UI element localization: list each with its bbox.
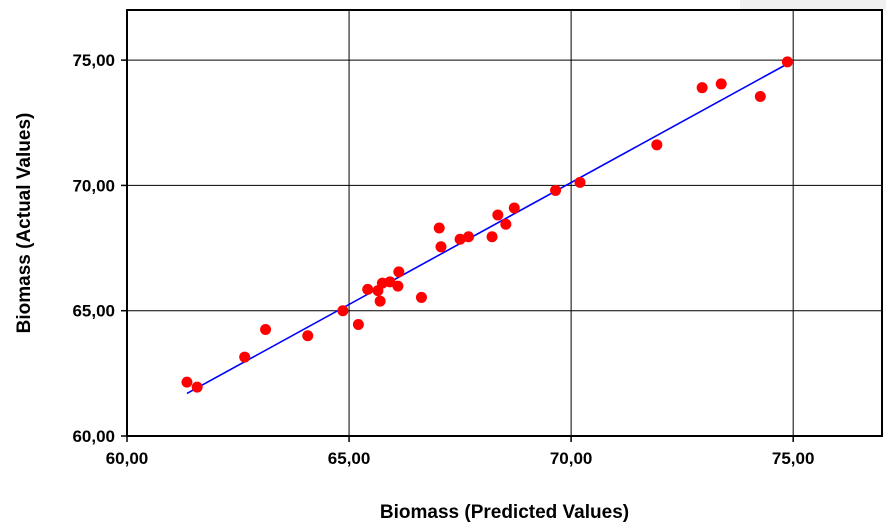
data-point (239, 351, 251, 363)
data-point (463, 231, 475, 243)
x-tick-label: 60,00 (106, 449, 149, 468)
y-tick-label: 60,00 (72, 427, 115, 446)
data-point (433, 222, 445, 234)
data-point (781, 56, 793, 68)
data-point (696, 82, 708, 94)
fit-line (186, 63, 788, 395)
data-point (374, 295, 386, 307)
data-point (362, 283, 374, 295)
data-point (454, 233, 466, 245)
data-point (415, 291, 427, 303)
data-point (550, 184, 562, 196)
y-axis-title: Biomass (Actual Values) (14, 113, 35, 334)
x-tick-label: 65,00 (328, 449, 371, 468)
corner-box (740, 0, 886, 10)
data-point (500, 218, 512, 230)
y-tick-label: 70,00 (72, 176, 115, 195)
data-point (191, 381, 203, 393)
grid-lines (127, 10, 882, 436)
y-tick-label: 75,00 (72, 51, 115, 70)
x-tick-label: 70,00 (550, 449, 593, 468)
data-point (260, 324, 272, 335)
x-axis-title: Biomass (Predicted Values) (380, 502, 629, 523)
data-point (651, 139, 663, 151)
data-points (181, 56, 793, 393)
data-point (574, 176, 586, 188)
data-point (715, 78, 727, 90)
x-tick-label: 75,00 (772, 449, 815, 468)
data-point (393, 266, 405, 278)
data-point (181, 376, 193, 388)
y-tick-label: 65,00 (72, 302, 115, 321)
data-point (392, 280, 404, 292)
data-point (754, 90, 766, 102)
data-point (435, 241, 447, 253)
data-point (302, 330, 314, 342)
data-point (337, 305, 349, 317)
data-point (492, 209, 504, 221)
data-point (352, 318, 364, 330)
data-point (508, 202, 520, 214)
data-point (486, 231, 498, 243)
axis-ticks: 60,00 65,00 70,00 75,00 60,00 65,00 70,00 75,00 (72, 51, 814, 468)
fit-line-group (186, 63, 788, 395)
